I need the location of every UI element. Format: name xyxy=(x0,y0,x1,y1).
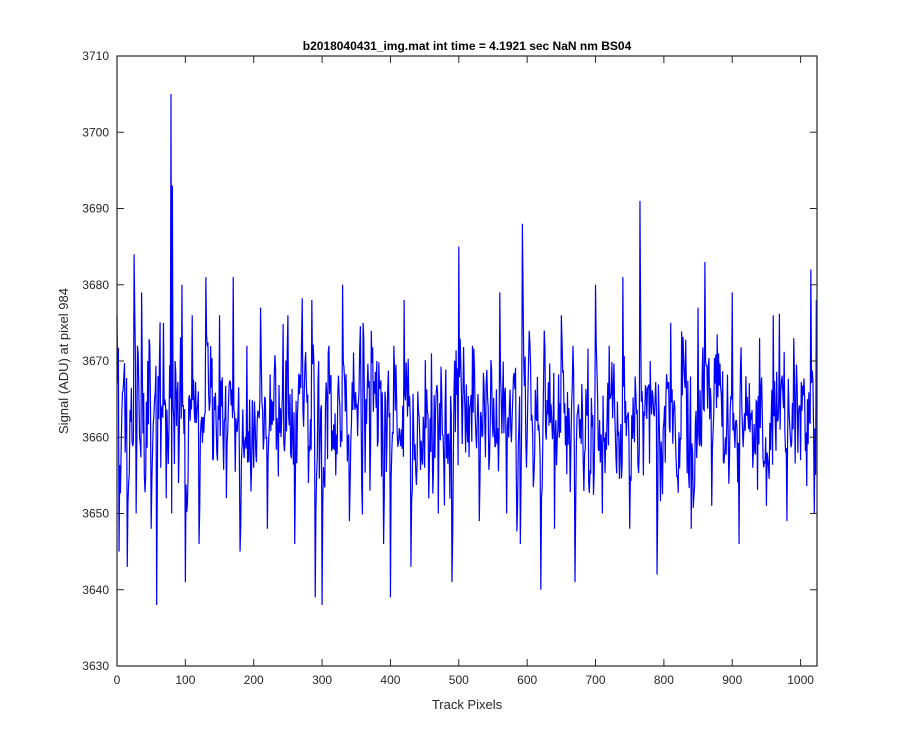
x-tick-label: 100 xyxy=(175,673,195,687)
x-tick-label: 300 xyxy=(312,673,332,687)
chart-title: b2018040431_img.mat int time = 4.1921 se… xyxy=(303,39,632,53)
y-tick-label: 3710 xyxy=(82,49,109,63)
y-axis-ticks: 3630 3640 3650 3660 3670 3680 3690 3700 3710 xyxy=(82,49,817,673)
y-tick-label: 3640 xyxy=(82,583,109,597)
y-tick-label: 3630 xyxy=(82,659,109,673)
x-tick-label: 700 xyxy=(586,673,606,687)
series-line xyxy=(116,94,817,606)
x-tick-label: 500 xyxy=(449,673,469,687)
plot-box xyxy=(117,56,817,666)
y-tick-label: 3650 xyxy=(82,507,109,521)
x-tick-label: 400 xyxy=(380,673,400,687)
x-axis-label: Track Pixels xyxy=(432,697,503,712)
y-tick-label: 3670 xyxy=(82,354,109,368)
y-axis-label: Signal (ADU) at pixel 984 xyxy=(56,288,71,434)
y-tick-label: 3660 xyxy=(82,430,109,444)
x-axis-ticks: 0 100 200 300 400 500 600 700 800 900 1000 xyxy=(114,56,814,687)
x-tick-label: 1000 xyxy=(787,673,814,687)
plot-area xyxy=(116,55,818,667)
y-tick-label: 3690 xyxy=(82,202,109,216)
x-tick-label: 900 xyxy=(722,673,742,687)
y-tick-label: 3700 xyxy=(82,125,109,139)
y-tick-label: 3680 xyxy=(82,278,109,292)
x-tick-label: 600 xyxy=(517,673,537,687)
x-tick-label: 0 xyxy=(114,673,121,687)
x-tick-label: 800 xyxy=(654,673,674,687)
x-tick-label: 200 xyxy=(244,673,264,687)
